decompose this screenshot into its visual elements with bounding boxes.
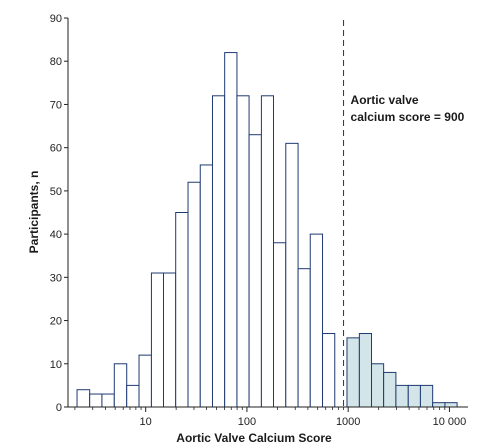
y-tick-label: 0 <box>56 402 62 414</box>
x-axis: 10 100 1000 10 000 <box>68 406 468 428</box>
histogram-bar <box>211 95 226 408</box>
histogram-bar <box>187 181 201 408</box>
histogram-bar <box>224 52 238 408</box>
reference-annotation-line-1: Aortic valve <box>351 93 419 107</box>
histogram-bar <box>248 134 262 408</box>
histogram-bar <box>89 393 103 408</box>
histogram-bar <box>76 389 91 408</box>
y-tick-label: 80 <box>50 56 62 68</box>
histogram-bar <box>273 242 287 408</box>
histogram-bar <box>346 337 360 408</box>
y-tick-label: 40 <box>50 229 62 241</box>
y-tick-label: 30 <box>50 272 62 284</box>
x-tick-label: 1000 <box>336 416 360 428</box>
histogram-bar <box>150 272 164 408</box>
histogram-bar <box>126 384 140 408</box>
y-tick-label: 70 <box>50 99 62 111</box>
histogram-bar <box>309 233 324 408</box>
x-tick-label: 10 000 <box>433 416 467 428</box>
histogram-bar <box>358 333 373 408</box>
y-axis-title: Participants, n <box>27 171 41 254</box>
histogram-bar <box>162 272 177 408</box>
histogram-bar <box>199 164 213 408</box>
histogram-bar <box>260 95 275 408</box>
histogram-bar <box>101 393 115 408</box>
histogram-bar <box>419 384 434 408</box>
histogram-bar <box>432 402 446 408</box>
histogram-bar <box>236 95 250 408</box>
y-axis: 0 10 20 30 40 50 60 70 80 90 <box>50 13 69 414</box>
histogram-bar <box>322 333 336 408</box>
histogram-bar <box>175 212 189 408</box>
histogram-bar <box>138 354 152 408</box>
y-tick-label: 20 <box>50 316 62 328</box>
histogram-bar <box>383 371 397 408</box>
x-tick-label: 100 <box>238 416 256 428</box>
histogram-bar <box>444 402 458 408</box>
y-tick-label: 60 <box>50 143 62 155</box>
x-tick-label: 10 <box>140 416 152 428</box>
y-tick-label: 50 <box>50 186 62 198</box>
histogram-bar <box>113 363 128 408</box>
y-tick-label: 90 <box>50 13 62 25</box>
histogram-bar <box>285 142 299 408</box>
x-axis-title: Aortic Valve Calcium Score <box>176 431 332 445</box>
histogram-bar <box>407 384 421 408</box>
reference-annotation-line-2: calcium score = 900 <box>351 110 465 124</box>
y-tick-label: 10 <box>50 359 62 371</box>
histogram-bar <box>395 384 409 408</box>
histogram-bar <box>297 268 311 408</box>
histogram-bar <box>371 363 385 408</box>
